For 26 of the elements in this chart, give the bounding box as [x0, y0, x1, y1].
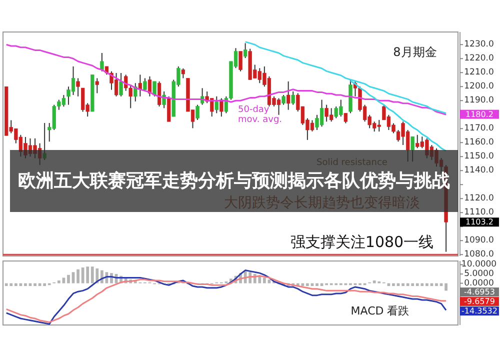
y-tick-label: 1110.0	[464, 208, 494, 218]
annotation: 50-day	[238, 105, 270, 115]
y-tick-label: 1140.0	[464, 166, 494, 176]
text: 1180.2	[466, 110, 494, 119]
y-tick-label: 1230.0	[464, 40, 494, 50]
y-tick-label: 5.0000	[464, 268, 494, 279]
y-tick-label: 1090.0	[464, 236, 494, 246]
y-tick-label: 1120.0	[464, 194, 494, 204]
y-tick-label: 0.0000	[464, 278, 494, 288]
text: -9.6579	[464, 297, 495, 306]
y-tick-label: 1080.0	[464, 250, 494, 260]
y-tick-label: 1210.0	[464, 68, 494, 78]
y-tick-label: 1190.0	[464, 96, 494, 106]
y-tick-label: 1160.0	[464, 138, 494, 148]
annotation: MACD 看跌	[350, 304, 410, 318]
text: -14.3532	[462, 306, 498, 316]
y-tick-label: 1200.0	[464, 82, 494, 92]
text: 1103.2	[466, 218, 494, 227]
y-tick-label: 10.0000	[461, 260, 497, 270]
y-tick-label: 1220.0	[464, 54, 494, 64]
annotation: 8月期金	[393, 45, 437, 59]
annotation: mov. avg.	[238, 115, 282, 125]
text: -4.6953	[464, 288, 495, 296]
y-tick-label: 1170.0	[464, 124, 494, 134]
y-tick-label: 1150.0	[464, 152, 494, 162]
annotation: 强支撑关注1080一线	[290, 233, 434, 251]
